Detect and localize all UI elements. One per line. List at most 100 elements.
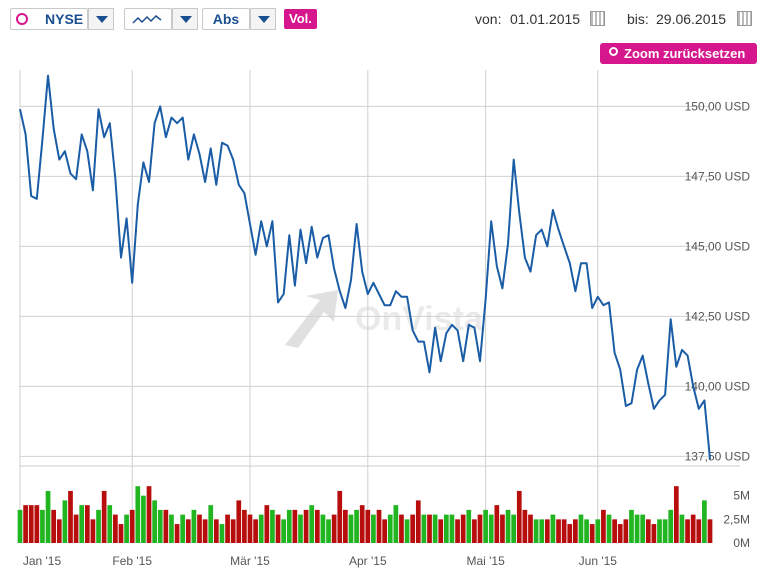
volume-bar (455, 519, 460, 543)
to-date[interactable]: 29.06.2015 (656, 11, 727, 27)
x-tick-label: Jun '15 (579, 554, 618, 568)
to-label: bis: (627, 11, 649, 27)
exchange-dropdown[interactable] (88, 8, 114, 30)
volume-bar (365, 509, 371, 543)
volume-bar (399, 514, 404, 543)
y-tick-label: 137,50 USD (685, 449, 751, 463)
volume-bar (685, 519, 690, 543)
x-tick-label: Apr '15 (349, 554, 387, 568)
exchange-select[interactable]: NYSE (10, 8, 88, 30)
volume-bar (180, 514, 186, 543)
volume-bar (522, 509, 528, 543)
volume-bar (185, 519, 191, 543)
volume-bar (84, 505, 90, 543)
volume-bar (101, 490, 107, 543)
volume-bar (213, 519, 219, 543)
volume-bar (567, 524, 573, 543)
volume-bar (331, 514, 337, 543)
y2-tick-label: 5M (733, 489, 750, 503)
volume-bar (472, 519, 477, 543)
volume-bar (51, 509, 57, 543)
volume-toggle[interactable]: Vol. (284, 9, 317, 29)
volume-bar (96, 509, 101, 543)
volume-bar (292, 509, 298, 543)
x-tick-label: Mär '15 (230, 554, 270, 568)
chart-type-dropdown[interactable] (172, 8, 198, 30)
volume-bar (230, 519, 236, 543)
volume-bar (556, 519, 561, 543)
volume-bar (169, 514, 174, 543)
to-calendar[interactable] (737, 11, 752, 26)
y2-tick-label: 0M (733, 536, 750, 550)
volume-bar (376, 509, 382, 543)
volume-bar (118, 524, 124, 543)
volume-bar (163, 509, 169, 543)
volume-bar (320, 514, 326, 543)
volume-bar (645, 519, 651, 543)
volume-bar (113, 514, 118, 543)
volume-bar (668, 509, 674, 543)
volume-bar (500, 514, 505, 543)
volume-bar (584, 519, 589, 543)
scale-select[interactable]: Abs (202, 8, 250, 30)
price-line (19, 74, 711, 460)
from-label: von: (475, 11, 502, 27)
volume-bar (460, 514, 466, 543)
volume-bar (275, 514, 281, 543)
line-icon (132, 14, 162, 24)
volume-bar (17, 509, 23, 543)
watermark-logo (285, 290, 338, 348)
volume-bar (601, 509, 606, 543)
volume-bar (702, 500, 707, 543)
volume-bar (79, 505, 85, 543)
chart-type-select[interactable] (124, 8, 172, 30)
volume-bar (354, 509, 359, 543)
volume-bar (696, 519, 702, 543)
volume-bar (382, 519, 387, 543)
scale-dropdown[interactable] (250, 8, 276, 30)
volume-bar (550, 514, 556, 543)
from-calendar[interactable] (590, 11, 605, 26)
volume-bar (606, 514, 612, 543)
exchange-icon (16, 13, 28, 25)
y2-tick-label: 2,5M (723, 512, 750, 526)
volume-bar (73, 514, 79, 543)
volume-bar (595, 519, 601, 543)
volume-bar (623, 519, 629, 543)
volume-bar (387, 514, 393, 543)
volume-bar (359, 505, 365, 543)
volume-bar (629, 509, 634, 543)
volume-bar (690, 514, 696, 543)
volume-bar (516, 490, 522, 543)
volume-bar (56, 519, 62, 543)
volume-bar (270, 509, 275, 543)
volume-bar (152, 500, 157, 543)
volume-bar (404, 519, 410, 543)
volume-bar (236, 500, 242, 543)
volume-bar (505, 509, 511, 543)
volume-bar (326, 519, 331, 543)
volume-bar (634, 514, 640, 543)
volume-bar (488, 514, 494, 543)
x-tick-label: Jan '15 (23, 554, 62, 568)
zoom-reset-button[interactable]: Zoom zurücksetzen (600, 43, 757, 64)
volume-bar (427, 514, 432, 543)
volume-bar (438, 519, 444, 543)
volume-bar (28, 505, 34, 543)
volume-bar (483, 509, 488, 543)
volume-bar (157, 509, 163, 543)
volume-bar (286, 509, 292, 543)
volume-bar (578, 514, 584, 543)
x-tick-label: Mai '15 (466, 554, 505, 568)
volume-bar (707, 519, 713, 543)
volume-bar (202, 519, 208, 543)
volume-bar (197, 514, 202, 543)
volume-bar (466, 509, 472, 543)
volume-bar (146, 486, 152, 543)
from-date[interactable]: 01.01.2015 (510, 11, 581, 27)
volume-bar (612, 519, 617, 543)
volume-bar (90, 519, 96, 543)
volume-bar (314, 509, 320, 543)
